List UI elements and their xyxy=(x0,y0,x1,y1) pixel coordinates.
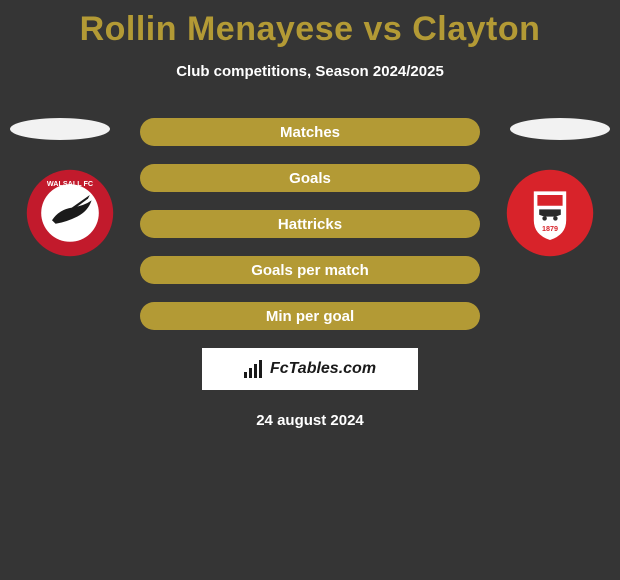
branding-box: FcTables.com xyxy=(202,348,418,390)
stat-row-hattricks: Hattricks xyxy=(140,210,480,238)
svg-text:WALSALL FC: WALSALL FC xyxy=(47,179,93,188)
stats-container: WALSALL FC 1879 Matches Goals Hattricks … xyxy=(0,118,620,330)
page-subtitle: Club competitions, Season 2024/2025 xyxy=(0,63,620,80)
page-title: Rollin Menayese vs Clayton xyxy=(0,0,620,49)
left-club-crest: WALSALL FC xyxy=(25,168,115,258)
swindon-crest-icon: 1879 xyxy=(505,168,595,258)
stat-row-goals: Goals xyxy=(140,164,480,192)
stat-row-goals-per-match: Goals per match xyxy=(140,256,480,284)
footer-date: 24 august 2024 xyxy=(0,412,620,429)
stat-row-matches: Matches xyxy=(140,118,480,146)
stat-row-min-per-goal: Min per goal xyxy=(140,302,480,330)
player-left-oval xyxy=(10,118,110,140)
right-club-crest: 1879 xyxy=(505,168,595,258)
player-right-oval xyxy=(510,118,610,140)
walsall-crest-icon: WALSALL FC xyxy=(25,168,115,258)
branding-text: FcTables.com xyxy=(270,360,376,378)
svg-text:1879: 1879 xyxy=(542,224,558,233)
bar-chart-icon xyxy=(244,360,266,378)
